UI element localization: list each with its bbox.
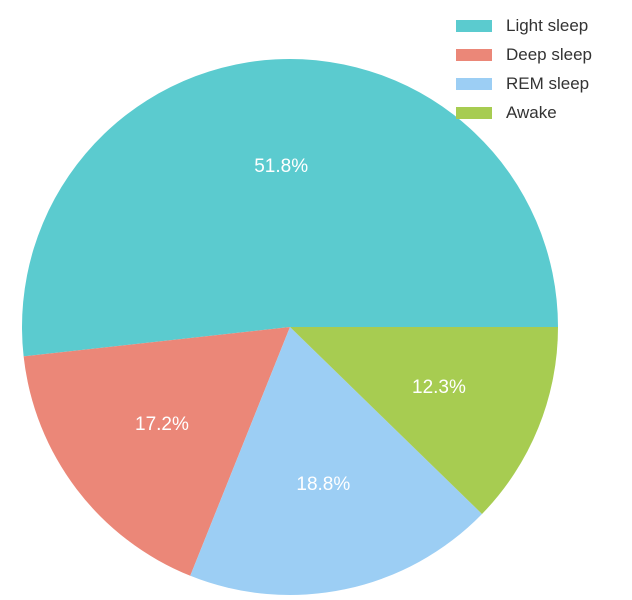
legend-label: Awake xyxy=(506,103,557,122)
legend-item-awake: Awake xyxy=(456,101,592,125)
pie-slice-light-sleep xyxy=(21,58,559,357)
chart-legend: Light sleep Deep sleep REM sleep Awake xyxy=(456,14,592,125)
legend-item-rem-sleep: REM sleep xyxy=(456,72,592,96)
pie-label-deep-sleep: 17.2% xyxy=(135,414,189,435)
legend-swatch xyxy=(456,107,492,119)
pie-slice-deep-sleep xyxy=(23,327,290,576)
pie-slice-labels: 51.8% 17.2% 18.8% 12.3% xyxy=(135,156,466,495)
pie-slice-rem-sleep xyxy=(190,327,483,595)
legend-swatch xyxy=(456,20,492,32)
legend-label: Deep sleep xyxy=(506,45,593,64)
pie-slice-awake xyxy=(290,327,558,514)
legend-swatch xyxy=(456,78,492,90)
legend-item-light-sleep: Light sleep xyxy=(456,14,592,38)
legend-swatch xyxy=(456,49,492,61)
pie-label-awake: 12.3% xyxy=(412,377,466,398)
pie-label-light-sleep: 51.8% xyxy=(254,156,308,177)
legend-item-deep-sleep: Deep sleep xyxy=(456,43,592,67)
pie-slices xyxy=(21,58,559,595)
legend-label: Light sleep xyxy=(506,16,589,35)
pie-label-rem-sleep: 18.8% xyxy=(296,474,350,495)
legend-label: REM sleep xyxy=(506,74,590,93)
